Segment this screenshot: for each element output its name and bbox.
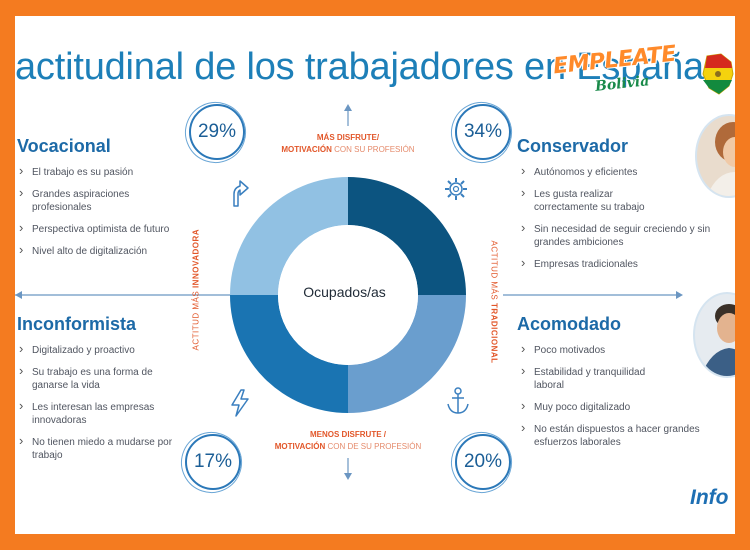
- donut-segment-inconformista: [230, 295, 348, 413]
- axis-bottom-rest: CON DE SU PROFESIÓN: [325, 442, 422, 451]
- list-item: El trabajo es su pasión: [17, 164, 197, 179]
- list-item: Empresas tradicionales: [519, 256, 711, 271]
- rocket-arrow-icon: [233, 180, 249, 207]
- axis-bottom-line1: MENOS DISFRUTE /: [309, 430, 386, 439]
- list-item: Perspectiva optimista de futuro: [17, 221, 197, 236]
- donut-segment-vocacional: [230, 177, 348, 295]
- axis-top-rest: CON SU PROFESIÓN: [331, 145, 415, 154]
- axis-right-bold: TRADICIONAL: [489, 302, 499, 364]
- list-item: No tienen miedo a mudarse por trabajo: [17, 434, 192, 462]
- list-inconformista: Digitalizado y proactivo Su trabajo es u…: [17, 342, 177, 471]
- axis-bottom-line2: MOTIVACIÓN CON DE SU PROFESIÓN: [253, 441, 443, 453]
- list-item: Nivel alto de digitalización: [17, 243, 197, 258]
- axis-right-label: ACTITUD MÁS TRADICIONAL: [489, 240, 499, 364]
- list-item: Grandes aspiraciones profesionales: [17, 186, 157, 214]
- axis-top-bold: MOTIVACIÓN: [281, 145, 332, 154]
- axis-top-label: MÁS DISFRUTE/ MOTIVACIÓN CON SU PROFESIÓ…: [263, 132, 433, 156]
- axis-top-line1: MÁS DISFRUTE/: [316, 133, 380, 142]
- arrow-left-icon: [15, 291, 22, 299]
- section-title-conservador: Conservador: [517, 136, 629, 156]
- list-item: Les interesan las empresas innovadoras: [17, 399, 182, 427]
- percent-badge-vocacional: 29%: [189, 104, 245, 160]
- empleate-logo: EMPLEATE Bolivia: [552, 42, 734, 100]
- list-item: No están dispuestos a hacer grandes esfu…: [519, 421, 714, 449]
- axis-lines: [15, 104, 683, 480]
- infographic-card: actitudinal de los trabajadores en Españ…: [15, 16, 735, 534]
- list-item: Autónomos y eficientes: [519, 164, 711, 179]
- lightning-icon: [231, 389, 249, 417]
- arrow-up-icon: [344, 104, 352, 111]
- list-item: Sin necesidad de seguir creciendo y sin …: [519, 221, 719, 249]
- donut-center-label: Ocupados/as: [303, 284, 386, 300]
- list-conservador: Autónomos y eficientes Les gusta realiza…: [519, 164, 711, 280]
- axis-bottom-bold: MOTIVACIÓN: [274, 442, 326, 451]
- percent-badge-acomodado: 20%: [455, 434, 511, 490]
- axis-right-rest: ACTITUD MÁS: [489, 240, 499, 303]
- arrow-right-icon: [676, 291, 683, 299]
- page-title: actitudinal de los trabajadores en Españ…: [15, 46, 704, 88]
- axis-top-line2: MOTIVACIÓN CON SU PROFESIÓN: [263, 144, 433, 156]
- anchor-icon: [447, 387, 469, 414]
- axis-left-rest: ACTITUD MÁS: [191, 288, 201, 351]
- bolivia-map-icon: [702, 53, 734, 95]
- section-title-inconformista: Inconformista: [17, 314, 137, 334]
- percent-badge-inconformista: 17%: [185, 434, 241, 490]
- infojobs-logo: Info: [690, 486, 729, 509]
- section-title-vocacional: Vocacional: [17, 136, 111, 156]
- gear-icon: [445, 178, 467, 200]
- list-item: Muy poco digitalizado: [519, 399, 699, 414]
- donut-hole: [278, 225, 418, 365]
- list-item: Poco motivados: [519, 342, 699, 357]
- list-vocacional: El trabajo es su pasión Grandes aspiraci…: [17, 164, 197, 267]
- section-title-acomodado: Acomodado: [517, 314, 622, 334]
- list-item: Digitalizado y proactivo: [17, 342, 177, 357]
- arrow-down-icon: [344, 473, 352, 480]
- list-item: Su trabajo es una forma de ganarse la vi…: [17, 364, 182, 392]
- donut-chart: [230, 177, 466, 413]
- axis-bottom-label: MENOS DISFRUTE / MOTIVACIÓN CON DE SU PR…: [253, 429, 443, 453]
- percent-badge-conservador: 34%: [455, 104, 511, 160]
- donut-segment-acomodado: [348, 295, 466, 413]
- donut-segment-conservador: [348, 177, 466, 295]
- list-item: Les gusta realizar correctamente su trab…: [519, 186, 674, 214]
- list-item: Estabilidad y tranquilidad laboral: [519, 364, 659, 392]
- list-acomodado: Poco motivados Estabilidad y tranquilida…: [519, 342, 700, 458]
